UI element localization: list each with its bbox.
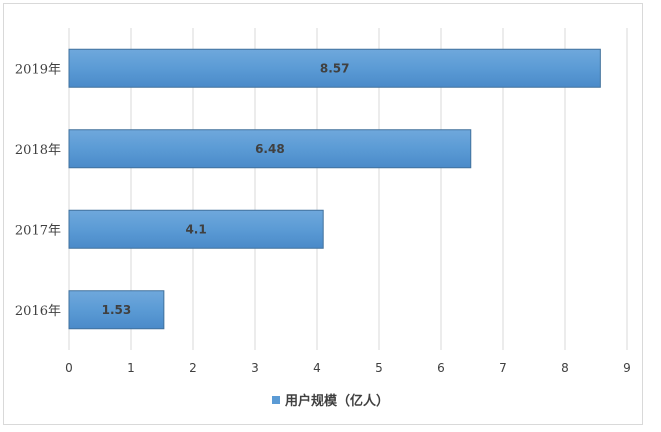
bar (68, 209, 324, 249)
x-tick-label: 7 (499, 361, 507, 375)
x-tick-label: 1 (127, 361, 135, 375)
chart-legend: 用户规模（亿人） (0, 390, 661, 409)
data-label: 6.48 (255, 142, 285, 156)
y-tick-label: 2019年 (15, 62, 61, 77)
x-tick-label: 5 (375, 361, 383, 375)
x-tick-label: 0 (65, 361, 73, 375)
x-tick-label: 3 (251, 361, 259, 375)
y-tick-label: 2018年 (15, 143, 61, 158)
x-tick-label: 8 (561, 361, 569, 375)
data-label: 1.53 (102, 303, 132, 317)
data-label: 8.57 (320, 61, 350, 75)
x-tick-label: 6 (437, 361, 445, 375)
data-label: 4.1 (185, 222, 206, 236)
legend-swatch (271, 395, 280, 404)
x-tick-label: 2 (189, 361, 197, 375)
bar (68, 129, 472, 169)
legend-label: 用户规模（亿人） (284, 394, 389, 409)
bar (68, 290, 165, 330)
bar (68, 48, 601, 88)
x-tick-label: 4 (313, 361, 321, 375)
x-tick-label: 9 (623, 361, 631, 375)
y-tick-label: 2017年 (15, 223, 61, 238)
y-tick-label: 2016年 (15, 304, 61, 319)
